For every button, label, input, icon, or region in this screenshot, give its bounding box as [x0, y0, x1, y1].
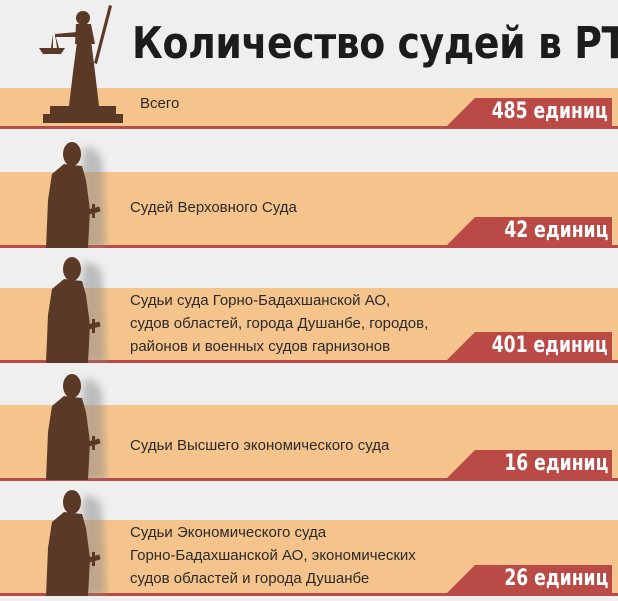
label-line: Горно-Бадахшанской АО, экономических: [130, 547, 416, 564]
count-badge: 401 единиц: [447, 332, 612, 360]
judge-silhouette-icon: [38, 140, 128, 253]
label-line: районов и военных судов гарнизонов: [130, 338, 391, 355]
count-badge: 16 единиц: [447, 450, 612, 478]
judge-silhouette-icon: [38, 372, 128, 485]
judge-silhouette-icon: [38, 255, 128, 368]
label-line: Судьи Высшего экономического суда: [130, 437, 390, 454]
count-value: 42 единиц: [504, 218, 608, 243]
row-label: Судьи суда Горно-Бадахшанской АО, судов …: [130, 289, 428, 358]
label-line: Судьи Экономического суда: [130, 524, 327, 541]
label-line: Судьи суда Горно-Бадахшанской АО,: [130, 292, 391, 309]
row-label: Всего: [140, 92, 179, 115]
count-value: 16 единиц: [504, 451, 608, 476]
judge-silhouette-icon: [38, 488, 128, 601]
label-line: Судей Верховного Суда: [130, 199, 297, 216]
row-label: Судьи Высшего экономического суда: [130, 434, 389, 457]
count-badge: 42 единиц: [447, 217, 612, 245]
page-title: Количество судей в РТ: [132, 18, 618, 69]
count-value: 401 единиц: [492, 333, 608, 358]
row-label: Судей Верховного Суда: [130, 196, 297, 219]
count-value: 26 единиц: [504, 566, 608, 591]
count-badge: 26 единиц: [447, 565, 612, 593]
count-value: 485 единиц: [492, 99, 608, 124]
themis-statue-icon: [39, 5, 123, 123]
label-line: судов областей, города Душанбе, городов,: [130, 315, 429, 332]
label-line: судов областей и города Душанбе: [130, 570, 370, 587]
row-label: Судьи Экономического суда Горно-Бадахшан…: [130, 521, 416, 590]
label-line: Всего: [140, 95, 180, 112]
count-badge: 485 единиц: [447, 98, 612, 126]
